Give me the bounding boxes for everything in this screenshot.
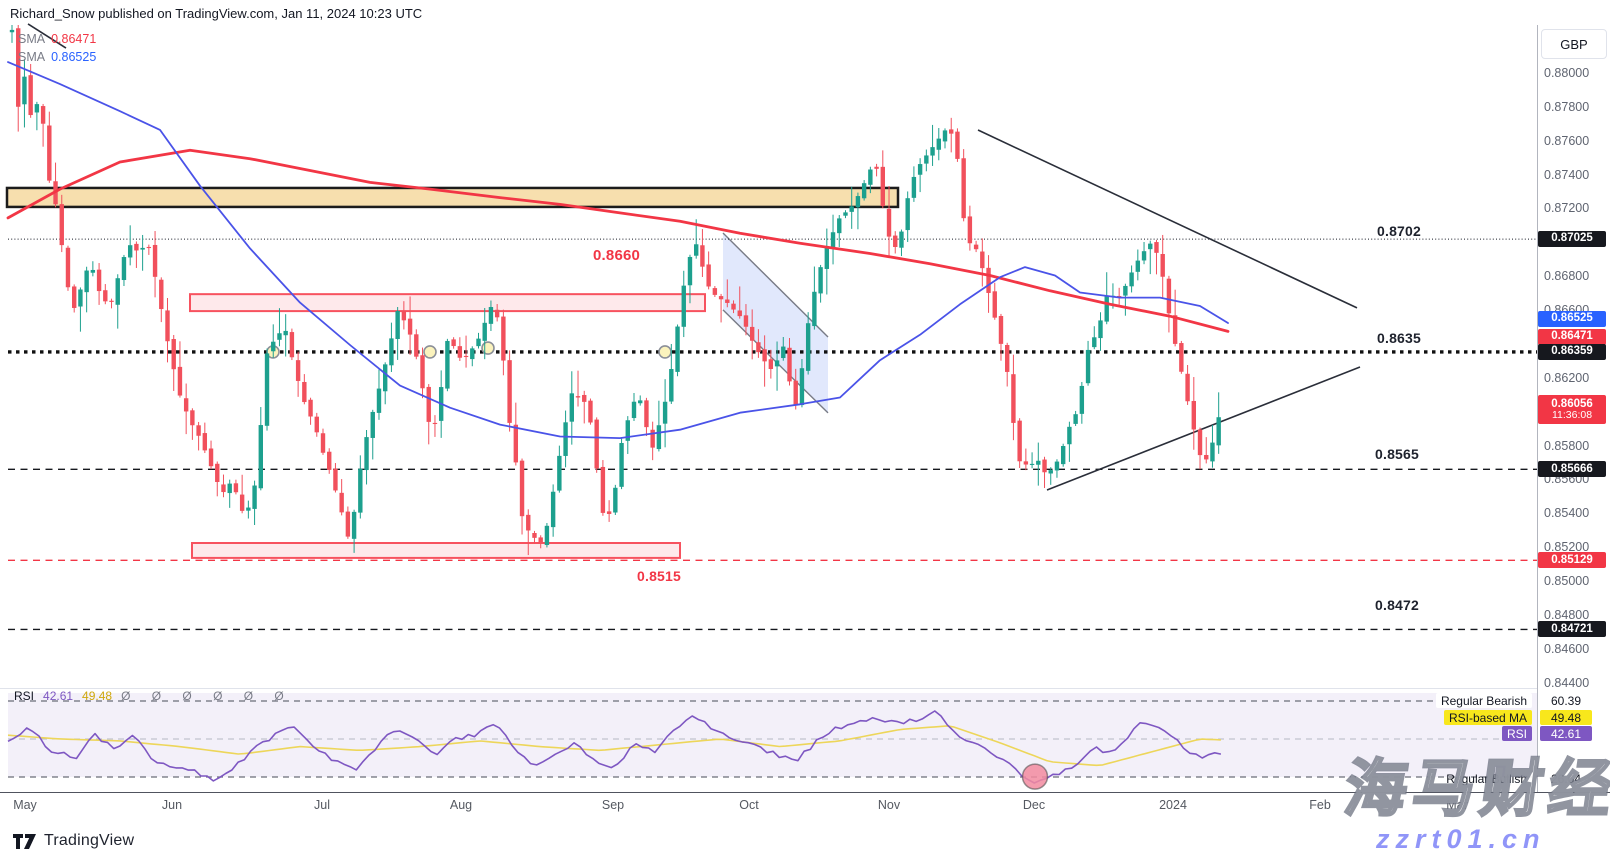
price-axis-tick: 0.84400: [1544, 675, 1590, 690]
rsi-ma-legend-value: 49.48: [82, 689, 113, 703]
price-axis-tick: 0.86800: [1544, 269, 1590, 284]
annotation-0-8565: 0.8565: [1375, 446, 1420, 462]
rsi-legend[interactable]: RSI 42.61 49.48 Ø Ø Ø Ø Ø Ø: [14, 689, 293, 703]
price-axis-tick: 0.85000: [1544, 574, 1590, 589]
sma-fast-legend-row[interactable]: SMA 0.86471: [18, 30, 96, 48]
level-badge-85666: 0.85666: [1538, 461, 1606, 478]
price-axis-tick: 0.87800: [1544, 99, 1590, 114]
time-axis-label: Aug: [449, 798, 473, 812]
sma-slow-legend-row[interactable]: SMA 0.86525: [18, 48, 96, 66]
time-axis-label: Oct: [739, 798, 759, 812]
level-badge-86359: 0.86359: [1538, 343, 1606, 360]
annotation-0-8635: 0.8635: [1377, 330, 1422, 346]
price-axis-tick: 0.84600: [1544, 641, 1590, 656]
watermark-url: zzrt01.cn: [1376, 824, 1546, 854]
regular-bearish-label: Regular Bearish: [1435, 693, 1532, 708]
sma-slow-label: SMA: [18, 50, 46, 64]
regular-bullish-value: 26.64: [1550, 771, 1582, 786]
rsi-label: RSI: [1501, 726, 1532, 741]
level-badge-84721: 0.84721: [1538, 621, 1606, 638]
time-axis-label: May: [13, 798, 37, 812]
time-axis-label: Jun: [161, 798, 183, 812]
rsi-value: 42.61: [1540, 726, 1592, 741]
annotation-0-8515: 0.8515: [637, 568, 682, 584]
rsi-based-ma-label: RSI-based MA: [1443, 710, 1532, 725]
time-axis-label: 2024: [1159, 798, 1187, 812]
sma-fast-value: 0.86471: [51, 32, 97, 46]
time-axis-label: Dec: [1022, 798, 1046, 812]
rsi-legend-value: 42.61: [43, 689, 74, 703]
time-axis-label: Mar: [1446, 798, 1468, 812]
tradingview-footer-label: TradingView: [44, 832, 135, 849]
price-axis-tick: 0.85400: [1544, 506, 1590, 521]
annotation-0-8472: 0.8472: [1375, 597, 1420, 613]
regular-bullish-label: Regular Bullish: [1446, 771, 1527, 786]
price-axis-tick: 0.85800: [1544, 438, 1590, 453]
price-axis-tick: 0.85200: [1544, 540, 1590, 555]
annotation-0-8660: 0.8660: [593, 247, 641, 264]
tradingview-logo-icon: [13, 833, 36, 849]
sma-fast-badge: 0.86471: [1538, 328, 1606, 345]
price-axis-tick: 0.87200: [1544, 201, 1590, 216]
level-badge-85129: 0.85129: [1538, 552, 1606, 569]
time-axis-label: Feb: [1309, 798, 1331, 812]
price-axis-tick: 0.87400: [1544, 167, 1590, 182]
level-badge-87025: 0.87025: [1538, 231, 1606, 248]
sma-slow-value: 0.86525: [51, 50, 97, 64]
sma-legend[interactable]: SMA 0.86471 SMA 0.86525: [18, 30, 96, 66]
rsi-based-ma-value: 49.48: [1540, 710, 1592, 725]
watermark-cjk: 海马财经: [1339, 754, 1610, 826]
price-axis-tick: 0.88000: [1544, 65, 1590, 80]
time-axis-label: Nov: [877, 798, 901, 812]
tradingview-footer-link[interactable]: TradingView: [12, 832, 134, 850]
time-axis-label: Jul: [314, 798, 330, 812]
time-axis-label: Sep: [601, 798, 625, 812]
rsi-legend-label: RSI: [14, 689, 35, 703]
sma-fast-label: SMA: [18, 32, 46, 46]
annotation-0-8702: 0.8702: [1377, 223, 1422, 239]
publish-header: Richard_Snow published on TradingView.co…: [10, 6, 423, 21]
symbol-price-badge: 0.86056 11:36:08: [1538, 395, 1606, 425]
rsi-legend-empty-slots: Ø Ø Ø Ø Ø Ø: [121, 689, 293, 703]
sma-slow-badge: 0.86525: [1538, 310, 1606, 327]
currency-toggle-button[interactable]: GBP: [1541, 29, 1607, 59]
price-axis-tick: 0.87600: [1544, 133, 1590, 148]
price-axis-tick: 0.86200: [1544, 370, 1590, 385]
price-axis-tick: 0.84800: [1544, 608, 1590, 622]
regular-bearish-value: 60.39: [1550, 693, 1582, 708]
